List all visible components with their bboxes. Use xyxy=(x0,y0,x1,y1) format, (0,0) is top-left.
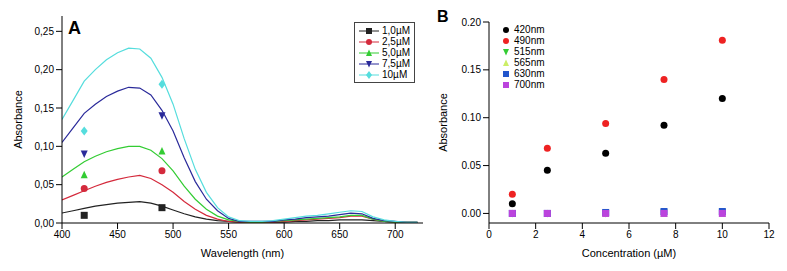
svg-text:0.20: 0.20 xyxy=(462,17,482,28)
svg-text:0.00: 0.00 xyxy=(462,208,482,219)
svg-text:700: 700 xyxy=(387,229,404,240)
html-text:10µM: 10µM xyxy=(382,69,408,80)
html-text:1,0µM: 1,0µM xyxy=(382,25,410,36)
svg-text:550: 550 xyxy=(220,229,237,240)
svg-text:650: 650 xyxy=(331,229,348,240)
svg-text:450: 450 xyxy=(109,229,126,240)
svg-text:400: 400 xyxy=(54,229,71,240)
svg-text:12: 12 xyxy=(763,229,775,240)
svg-text:0,05: 0,05 xyxy=(35,179,55,190)
html-text:2,5µM: 2,5µM xyxy=(382,36,410,47)
svg-text:0,15: 0,15 xyxy=(35,103,55,114)
svg-text:0.15: 0.15 xyxy=(462,64,482,75)
svg-text:2: 2 xyxy=(533,229,539,240)
svg-text:Absorbance: Absorbance xyxy=(437,93,449,152)
html-text:5,0µM: 5,0µM xyxy=(382,47,410,58)
html-text:565nm: 565nm xyxy=(514,57,545,68)
svg-text:Wavelength (nm): Wavelength (nm) xyxy=(201,247,284,259)
svg-text:0: 0 xyxy=(486,229,492,240)
html-text:B: B xyxy=(437,8,449,25)
svg-text:0,20: 0,20 xyxy=(35,64,55,75)
svg-text:8: 8 xyxy=(673,229,679,240)
html-text:700nm: 700nm xyxy=(514,79,545,90)
svg-text:4: 4 xyxy=(580,229,586,240)
html-text:630nm: 630nm xyxy=(514,68,545,79)
svg-text:0,25: 0,25 xyxy=(35,26,55,37)
html-text:420nm: 420nm xyxy=(514,24,545,35)
svg-text:0,10: 0,10 xyxy=(35,141,55,152)
svg-text:6: 6 xyxy=(626,229,632,240)
svg-text:600: 600 xyxy=(276,229,293,240)
svg-text:500: 500 xyxy=(165,229,182,240)
html-text:515nm: 515nm xyxy=(514,46,545,57)
svg-text:10: 10 xyxy=(717,229,729,240)
html-text:7,5µM: 7,5µM xyxy=(382,58,410,69)
html-text:490nm: 490nm xyxy=(514,35,545,46)
svg-text:0.10: 0.10 xyxy=(462,112,482,123)
svg-text:Concentration (µM): Concentration (µM) xyxy=(582,247,676,259)
html-text:A: A xyxy=(68,18,81,38)
svg-text:0.05: 0.05 xyxy=(462,160,482,171)
svg-text:0,00: 0,00 xyxy=(35,218,55,229)
svg-text:Absorbance: Absorbance xyxy=(12,90,24,149)
